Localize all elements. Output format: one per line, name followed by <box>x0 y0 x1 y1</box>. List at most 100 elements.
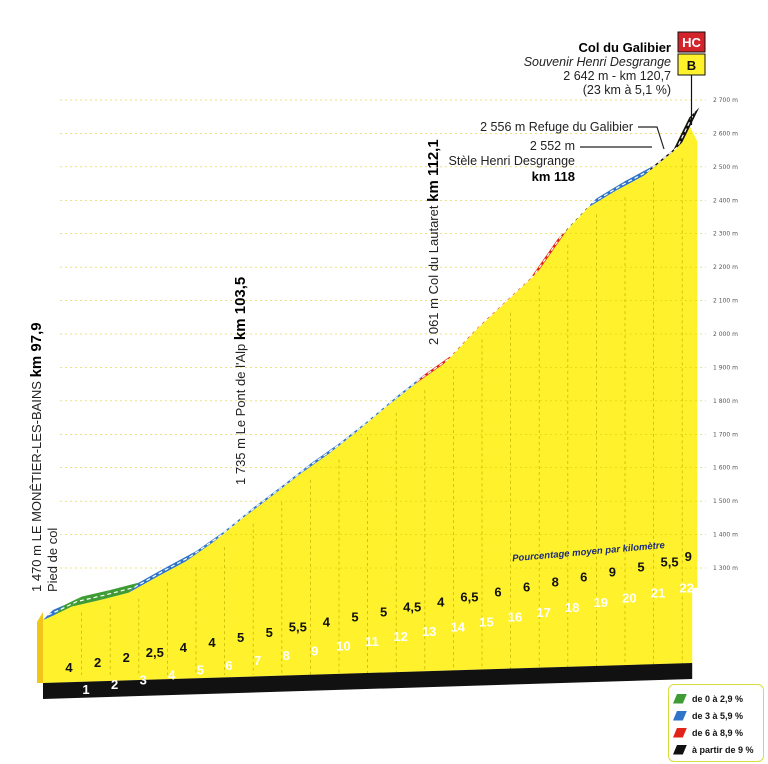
terrain-side-face <box>37 612 43 683</box>
km-label: 12 <box>393 629 407 644</box>
gradient-segment <box>443 323 482 365</box>
km-label: 19 <box>594 595 608 610</box>
gradient-label: 5 <box>637 559 644 574</box>
km-label: 18 <box>565 600 579 615</box>
legend-swatch-red <box>673 727 687 738</box>
km-label: 8 <box>283 648 290 663</box>
km-label: 3 <box>140 672 147 687</box>
gradient-segment <box>186 531 225 562</box>
km-label: 1 <box>82 682 89 697</box>
gradient-label: 9 <box>609 564 616 579</box>
legend-item: de 6 à 8,9 % <box>673 724 759 741</box>
y-tick-label: 1 600 m <box>713 465 738 472</box>
start-annotation: 1 470 m LE MONÊTIER-LES-BAINS km 97,9 <box>28 322 45 592</box>
gradient-bands <box>43 107 700 620</box>
summit-summary: (23 km à 5,1 %) <box>583 83 671 97</box>
y-tick-label: 1 900 m <box>713 364 738 371</box>
gradient-segment <box>615 165 654 192</box>
km-label: 20 <box>622 590 636 605</box>
gradient-label: 5 <box>380 605 387 620</box>
gradient-label: 4 <box>65 660 73 675</box>
summit-subtitle: Souvenir Henri Desgrange <box>524 55 671 69</box>
km-label: 14 <box>451 619 466 634</box>
summit-altitude: 2 642 m - km 120,7 <box>563 69 671 83</box>
stele-altitude: 2 552 m <box>530 139 575 153</box>
gradient-label: 2 <box>123 650 130 665</box>
km-label: 16 <box>508 610 522 625</box>
y-tick-label: 1 300 m <box>713 565 738 572</box>
y-tick-label: 2 400 m <box>713 197 738 204</box>
gradient-label: 5 <box>351 610 358 625</box>
legend-label: de 6 à 8,9 % <box>692 727 744 738</box>
gradient-label: 8 <box>552 574 559 589</box>
km-base-band <box>43 663 693 699</box>
hc-badge-label: HC <box>682 35 701 50</box>
y-tick-label: 2 000 m <box>713 331 738 338</box>
gradient-label: 6 <box>494 584 501 599</box>
lautaret-annotation: 2 061 m Col du Lautaret km 112,1 <box>425 139 442 345</box>
y-tick-label: 2 100 m <box>713 298 738 305</box>
gradient-labels: 4 2 2 2,5 4 4 5 5 5,5 4 5 5 4,5 4 6,5 6 6 8 6 9 5 5,5 9 <box>65 549 691 675</box>
y-axis-ticks: 1 300 m 1 400 m 1 500 m 1 600 m 1 700 m 1 800… <box>713 97 738 572</box>
y-tick-label: 1 700 m <box>713 431 738 438</box>
gradient-label: 6 <box>580 569 587 584</box>
gradient-segment <box>71 589 111 607</box>
bonus-badge-label: B <box>687 58 696 73</box>
legend-item: de 3 à 5,9 % <box>673 707 759 724</box>
gradient-label: 6,5 <box>460 590 478 605</box>
gradient-label: 6 <box>523 579 530 594</box>
gradient-segment <box>157 551 196 577</box>
legend-swatch-blue <box>673 710 687 721</box>
km-label: 5 <box>197 663 204 678</box>
y-tick-label: 1 500 m <box>713 498 738 505</box>
hc-badge <box>677 31 706 53</box>
y-tick-label: 2 500 m <box>713 164 738 171</box>
legend-label: à partir de 9 % <box>692 744 754 755</box>
gradient-legend: de 0 à 2,9 % de 3 à 5,9 % de 6 à 8,9 % à… <box>668 684 764 762</box>
refuge-annotation: 2 556 m Refuge du Galibier <box>480 120 633 134</box>
km-label: 4 <box>168 668 176 683</box>
km-label: 6 <box>225 658 232 673</box>
terrain-face <box>43 117 698 683</box>
gradient-label: 4 <box>323 615 331 630</box>
y-tick-label: 1 800 m <box>713 398 738 405</box>
gradient-label: 2,5 <box>146 645 164 660</box>
km-label: 17 <box>536 605 550 620</box>
y-tick-label: 2 600 m <box>713 130 738 137</box>
km-label: 15 <box>479 614 493 629</box>
legend-item: de 0 à 2,9 % <box>673 690 759 707</box>
stele-km: km 118 <box>532 169 575 184</box>
km-label: 22 <box>679 581 693 596</box>
gradient-segment <box>100 582 139 600</box>
km-label: 10 <box>336 639 350 654</box>
km-labels: 1 2 3 4 5 6 7 8 9 10 11 12 13 14 15 16 17 18 19 20 21 22 <box>82 581 693 697</box>
terrain-area <box>37 117 698 683</box>
gradient-segment <box>43 604 65 620</box>
km-label: 9 <box>311 643 318 658</box>
summit-name: Col du Galibier <box>579 40 671 55</box>
y-tick-label: 2 700 m <box>713 97 738 104</box>
start-subtitle: Pied de col <box>45 528 60 592</box>
stele-name: Stèle Henri Desgrange <box>449 154 576 168</box>
gradient-label: 4 <box>437 595 445 610</box>
gradient-label: 2 <box>94 655 101 670</box>
y-tick-label: 2 300 m <box>713 231 738 238</box>
km-label: 13 <box>422 624 436 639</box>
gradient-label: 5,5 <box>289 620 307 635</box>
legend-swatch-green <box>673 693 687 704</box>
terrain-gridlines <box>60 99 706 675</box>
y-tick-label: 2 200 m <box>713 264 738 271</box>
y-tick-label: 1 400 m <box>713 532 738 539</box>
gradient-label: 4 <box>208 635 216 650</box>
km-label: 21 <box>651 586 665 601</box>
gradient-label: 5,5 <box>661 554 679 569</box>
gradient-label: 9 <box>685 549 692 564</box>
legend-label: de 3 à 5,9 % <box>692 710 744 721</box>
km-label: 7 <box>254 653 261 668</box>
km-band <box>43 663 693 699</box>
gradient-label: 4 <box>180 640 188 655</box>
km-label: 11 <box>365 634 379 649</box>
pont-annotation: 1 735 m Le Pont de l'Alp km 103,5 <box>232 277 249 485</box>
gradient-label: 5 <box>266 625 273 640</box>
